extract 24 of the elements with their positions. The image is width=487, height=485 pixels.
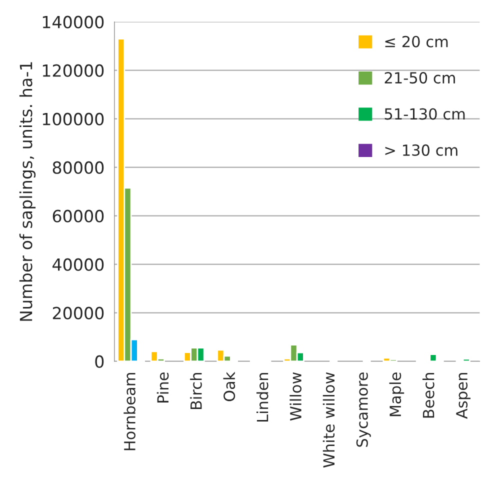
legend-label: 21-50 cm [384,72,455,84]
x-tick-label: White willow [322,372,335,468]
y-tick-label: 20000 [52,306,104,320]
x-tick-label: Hornbeam [124,373,136,450]
legend-label: 51-130 cm [384,108,465,120]
x-tick-label: Pine [156,372,169,402]
y-axis-title: Number of saplings, units. ha-1 [19,62,36,321]
x-tick-label: Oak [223,372,236,402]
x-tick-label: Birch [190,373,202,409]
x-tick-label: Maple [389,372,404,416]
y-tick-label: 140000 [42,16,104,28]
y-tick-label: 80000 [52,161,104,174]
y-tick-label: 0 [95,355,104,368]
y-tick-label: 100000 [42,112,104,126]
y-tick-label: 60000 [52,210,104,222]
x-tick-label: Beech [422,373,434,418]
x-tick-label: Willow [290,372,302,421]
legend-label: > 130 cm [385,144,458,156]
y-tick-label: 40000 [52,258,104,271]
x-tick-label: Sycamore [356,372,371,447]
x-tick-label: Linden [256,373,268,422]
x-tick-label: Aspen [456,373,470,419]
legend-label: ≤ 20 cm [385,36,448,48]
y-tick-label: 120000 [42,64,104,77]
